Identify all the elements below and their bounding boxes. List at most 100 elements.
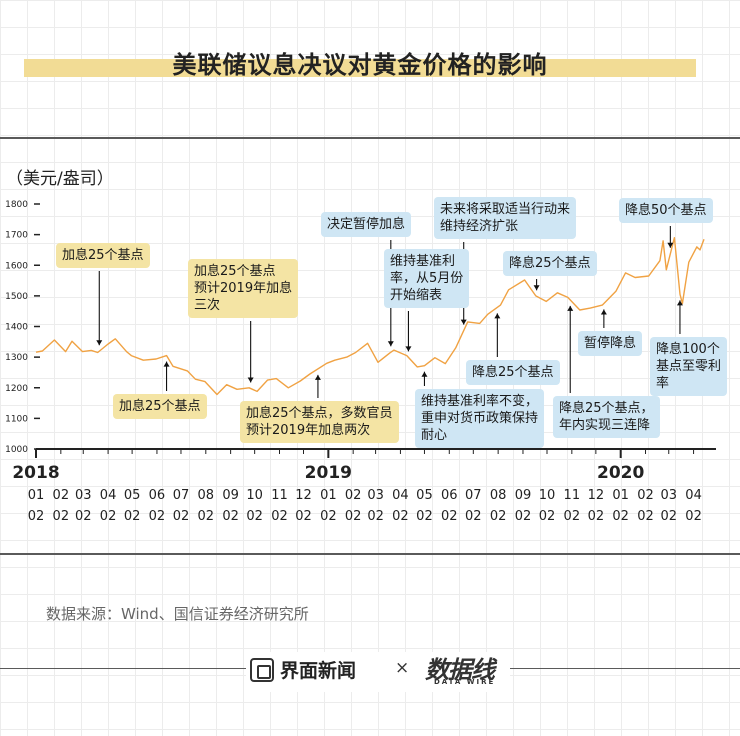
year-label: 2019: [305, 463, 352, 483]
x-tick-month: 04: [100, 488, 117, 503]
x-tick-month: 04: [392, 488, 409, 503]
y-tick-label: 1500: [5, 292, 28, 302]
annotation-policy: 维持基准利率不变， 重申对货币政策保持 耐心: [415, 389, 545, 448]
annotation-hike: 加息25个基点，多数官员 预计2019年加息两次: [240, 401, 399, 443]
y-tick-label: 1000: [5, 445, 28, 455]
x-tick-month: 09: [222, 488, 239, 503]
x-tick-month: 05: [416, 488, 433, 503]
x-tick-day: 02: [222, 509, 239, 524]
annotation-hike: 加息25个基点 预计2019年加息 三次: [188, 259, 299, 318]
y-unit-label: （美元/盎司）: [6, 169, 114, 189]
x-tick-day: 02: [392, 509, 409, 524]
x-tick-month: 05: [124, 488, 141, 503]
x-tick-day: 02: [28, 509, 45, 524]
chart-top-rule: [0, 137, 740, 139]
y-tick-label: 1400: [5, 323, 28, 333]
annotation-arrow-head: [460, 319, 467, 325]
x-tick-month: 11: [271, 488, 288, 503]
x-tick-month: 01: [28, 488, 45, 503]
annotation-cut: 降息25个基点， 年内实现三连降: [553, 396, 660, 438]
x-tick-day: 02: [271, 509, 288, 524]
x-tick-day: 02: [441, 509, 458, 524]
x-tick-month: 06: [149, 488, 166, 503]
chart-bottom-rule: [0, 553, 740, 555]
year-label: 2020: [597, 463, 644, 483]
brand-name: 界面新闻: [280, 660, 357, 682]
x-tick-month: 07: [465, 488, 482, 503]
x-tick-day: 02: [173, 509, 190, 524]
y-tick-label: 1700: [5, 231, 28, 241]
x-tick-month: 10: [246, 488, 263, 503]
year-label: 2018: [12, 463, 59, 483]
x-tick-day: 02: [685, 509, 702, 524]
annotation-arrow-head: [387, 341, 394, 347]
y-axis: 1000 1100 1200 1300 1400 1500 1600 1700 1800: [5, 200, 40, 455]
x-tick-month: 04: [685, 488, 702, 503]
x-tick-month: 10: [539, 488, 556, 503]
annotation-policy: 维持基准利 率，从5月份 开始缩表: [384, 249, 470, 308]
source-note: 数据来源：Wind、国信证券经济研究所: [46, 605, 309, 623]
annotation-arrow-head: [600, 309, 607, 315]
x-tick-day: 02: [588, 509, 605, 524]
x-tick-month: 08: [490, 488, 507, 503]
annotation-arrow-head: [163, 361, 170, 367]
x-tick-day: 02: [53, 509, 70, 524]
gold-price-line: [35, 237, 705, 396]
title-highlight: [24, 59, 696, 77]
x-tick-day: 02: [490, 509, 507, 524]
annotation-arrow-head: [314, 374, 321, 380]
annotation-hike: 加息25个基点: [56, 243, 150, 268]
x-tick-month: 03: [75, 488, 92, 503]
x-tick-month: 03: [660, 488, 677, 503]
x-tick-month: 01: [320, 488, 337, 503]
x-tick-day: 02: [515, 509, 532, 524]
x-tick-month: 12: [588, 488, 605, 503]
y-tick-label: 1200: [5, 384, 28, 394]
y-tick-label: 1100: [5, 414, 28, 424]
x-axis: 01 02 02 02 03 02 04 02 05 02 06 02 07 02 08 02 09 02 10 02…: [12, 449, 702, 524]
x-tick-month: 08: [198, 488, 215, 503]
x-tick-day: 02: [564, 509, 581, 524]
annotation-arrow-head: [533, 285, 540, 291]
x-tick-day: 02: [539, 509, 556, 524]
x-tick-day: 02: [367, 509, 384, 524]
footer-backdrop: [246, 652, 510, 692]
jiemian-logo-icon: [250, 658, 274, 682]
x-tick-day: 02: [198, 509, 215, 524]
x-tick-day: 02: [320, 509, 337, 524]
x-tick-day: 02: [75, 509, 92, 524]
annotation-arrow-head: [247, 377, 254, 383]
annotation-cut: 降息100个 基点至零利率: [650, 337, 728, 396]
x-tick-day: 02: [465, 509, 482, 524]
x-tick-month: 03: [367, 488, 384, 503]
x-tick-day: 02: [124, 509, 141, 524]
x-tick-day: 02: [612, 509, 629, 524]
annotation-cut: 降息25个基点: [503, 251, 597, 276]
x-tick-day: 02: [149, 509, 166, 524]
x-tick-month: 06: [441, 488, 458, 503]
data-wire-logo: 数据线: [425, 656, 495, 684]
annotation-cut: 降息50个基点: [619, 198, 713, 223]
x-tick-month: 09: [515, 488, 532, 503]
page-title: 美联储议息决议对黄金价格的影响: [172, 51, 548, 79]
annotation-arrow-head: [96, 340, 103, 346]
x-tick-day: 02: [295, 509, 312, 524]
x-tick-day: 02: [246, 509, 263, 524]
x-tick-month: 11: [564, 488, 581, 503]
x-tick-day: 02: [100, 509, 117, 524]
x-tick-day: 02: [416, 509, 433, 524]
footer-brands: 界面新闻 × 数据线 DATA WIRE: [246, 652, 510, 692]
annotation-arrow-head: [405, 346, 412, 352]
y-tick-label: 1300: [5, 353, 28, 363]
x-tick-day: 02: [637, 509, 654, 524]
annotation-pause: 暂停降息: [578, 331, 643, 356]
data-wire-caption: DATA WIRE: [434, 678, 496, 686]
annotation-arrow-head: [494, 313, 501, 319]
x-tick-month: 02: [345, 488, 362, 503]
x-tick-month: 12: [295, 488, 312, 503]
annotation-arrow-head: [421, 371, 428, 377]
annotation-arrow-head: [676, 300, 683, 306]
y-tick-label: 1800: [5, 200, 28, 210]
